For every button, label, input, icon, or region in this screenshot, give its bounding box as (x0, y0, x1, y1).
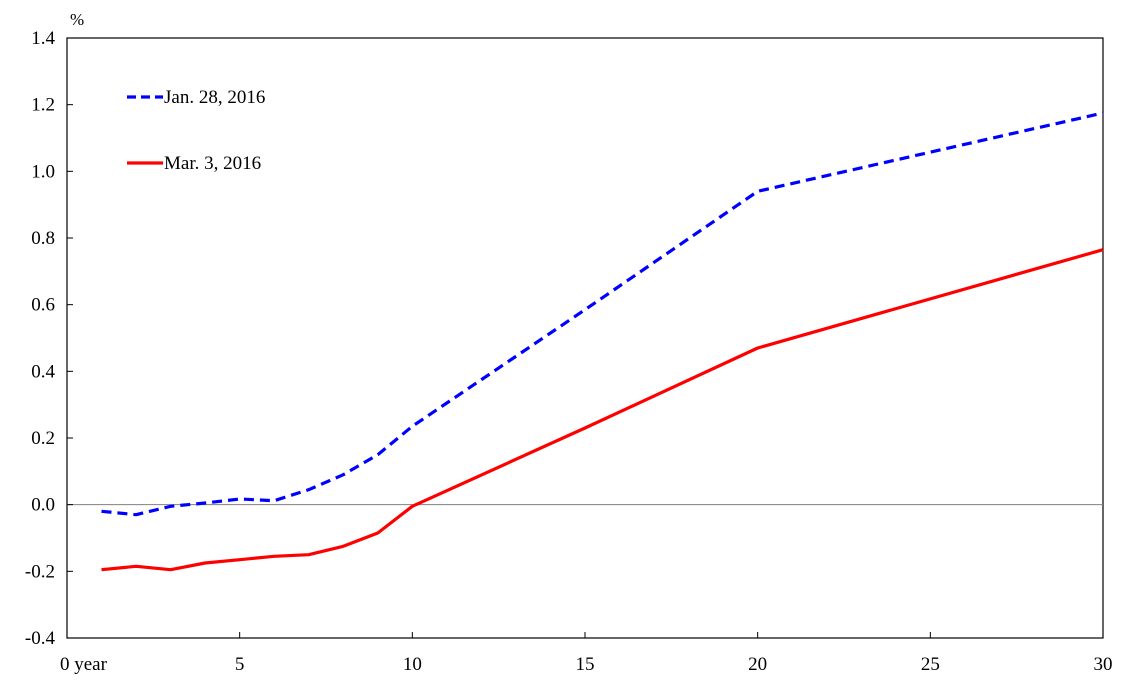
y-tick-label: 1.0 (31, 161, 55, 182)
x-axis: 0 year 5 10 15 20 25 30 (60, 632, 1113, 675)
legend-label: Jan. 28, 2016 (164, 87, 265, 108)
y-tick-label: 0.4 (31, 361, 55, 382)
y-axis-unit-label: % (70, 10, 84, 29)
y-tick-label: 1.4 (31, 28, 55, 49)
y-tick-label: 1.2 (31, 95, 55, 116)
y-tick-label: 0.6 (31, 295, 55, 316)
x-tick-label: 10 (403, 654, 422, 675)
y-tick-label: -0.2 (25, 561, 55, 582)
legend: Jan. 28, 2016 Mar. 3, 2016 (127, 87, 265, 174)
series-layer (101, 111, 1104, 572)
y-axis: -0.4 -0.2 0.0 0.2 0.4 0.6 0.8 1.0 1.2 1.4 (25, 28, 73, 649)
x-tick-label: 5 (235, 654, 245, 675)
y-tick-label: -0.4 (25, 628, 56, 649)
y-tick-label: 0.0 (31, 495, 55, 516)
x-tick-label: 0 year (60, 654, 108, 675)
series-line-1 (101, 111, 1104, 517)
x-tick-label: 15 (576, 654, 595, 675)
legend-label: Mar. 3, 2016 (164, 153, 261, 174)
series-line-2 (101, 248, 1104, 572)
x-tick-label: 25 (921, 654, 940, 675)
y-tick-label: 0.8 (31, 228, 55, 249)
x-tick-label: 20 (748, 654, 767, 675)
plot-frame (66, 37, 1104, 639)
plot-area (66, 37, 1104, 639)
y-tick-label: 0.2 (31, 428, 55, 449)
x-tick-label: 30 (1094, 654, 1113, 675)
